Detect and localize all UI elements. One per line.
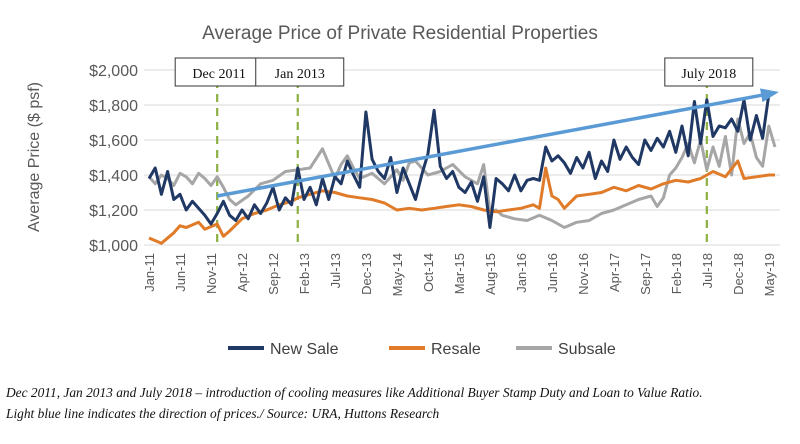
x-tick-label: Dec-18 [731, 253, 746, 295]
x-tick-label: Nov-16 [576, 253, 591, 295]
footnote-line-2: Light blue line indicates the direction … [6, 406, 440, 421]
grid [144, 69, 780, 246]
x-tick-label: Sep-12 [266, 253, 281, 295]
x-tick-label: May-14 [390, 253, 405, 296]
y-tick-label: $1,800 [89, 98, 138, 115]
y-tick-label: $1,200 [89, 203, 138, 220]
marker-label: July 2018 [681, 67, 736, 82]
legend-label: Subsale [558, 341, 616, 358]
x-tick-label: Jun-11 [173, 253, 188, 292]
x-tick-label: Jul-18 [700, 253, 715, 288]
x-tick-label: Jun-16 [545, 253, 560, 293]
marker-label: Jan 2013 [275, 67, 325, 82]
footnote: Dec 2011, Jan 2013 and July 2018 – intro… [6, 382, 796, 424]
cooling-measure-markers: Dec 2011 Jan 2013 July 2018 [174, 57, 754, 245]
legend-label: Resale [431, 341, 481, 358]
trend-arrowhead [760, 88, 779, 103]
series-line-1 [148, 159, 775, 245]
x-tick-label: Sep-17 [638, 253, 653, 295]
x-tick-label: Jan-16 [514, 253, 529, 293]
x-tick-label: Feb-13 [297, 253, 312, 294]
x-tick-label: Mar-15 [452, 253, 467, 294]
series-line-3 [216, 91, 776, 198]
series-lines [147, 88, 779, 245]
chart: Average Price of Private Residential Pro… [26, 23, 780, 358]
x-tick-label: Nov-11 [204, 253, 219, 294]
y-axis: $1,000 $1,200 $1,400 $1,600 $1,800 $2,000 [89, 63, 138, 255]
chart-title: Average Price of Private Residential Pro… [202, 23, 598, 44]
marker-box [664, 57, 754, 87]
x-tick-label: Aug-15 [483, 253, 498, 295]
x-tick-label: Jan-11 [142, 253, 157, 292]
x-tick-label: Dec-13 [359, 253, 374, 295]
x-tick-label: Apr-17 [607, 253, 622, 292]
y-tick-label: $1,000 [89, 238, 138, 255]
legend-label: New Sale [270, 341, 339, 358]
marker-box [255, 57, 345, 87]
x-axis: Jan-11 Jun-11 Nov-11 Apr-12 Sep-12 Feb-13 Jul-… [142, 253, 777, 296]
legend: New Sale Resale Subsale [228, 341, 616, 358]
x-tick-label: Jul-13 [328, 253, 343, 288]
y-tick-label: $1,600 [89, 133, 138, 150]
x-tick-label: Apr-12 [235, 253, 250, 292]
x-tick-label: May-19 [762, 253, 777, 296]
x-tick-label: Oct-14 [421, 253, 436, 292]
y-tick-label: $2,000 [89, 63, 138, 80]
x-tick-label: Feb-18 [669, 253, 684, 294]
series-line-0 [147, 91, 776, 229]
y-tick-label: $1,400 [89, 168, 138, 185]
marker-box [174, 57, 264, 87]
footnote-line-1: Dec 2011, Jan 2013 and July 2018 – intro… [6, 385, 703, 400]
marker-label: Dec 2011 [192, 67, 246, 82]
y-axis-label: Average Price ($ psf) [26, 82, 43, 232]
